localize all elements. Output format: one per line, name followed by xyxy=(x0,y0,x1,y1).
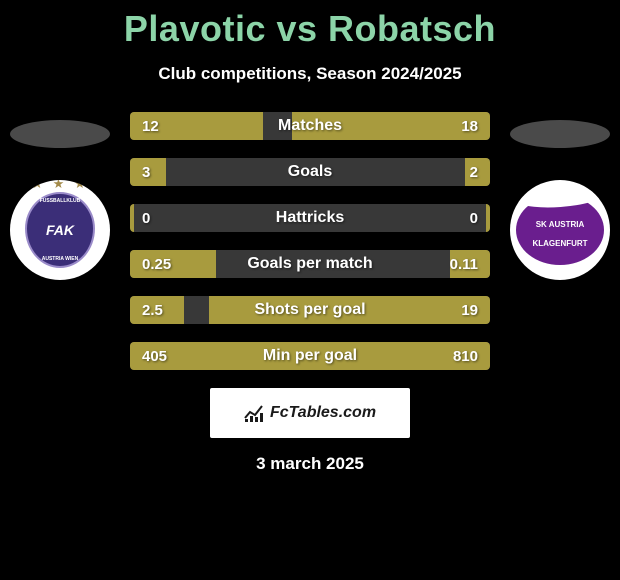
bar-left xyxy=(130,204,134,232)
stat-value-left: 405 xyxy=(142,348,167,365)
stat-value-left: 12 xyxy=(142,118,159,135)
stat-row: 0 0 Hattricks xyxy=(130,204,490,232)
stats-bars: 12 18 Matches 3 2 Goals 0 0 Hattricks 0.25 0.11 Goa… xyxy=(120,112,500,370)
stat-row: 12 18 Matches xyxy=(130,112,490,140)
badge-text-line1: SK AUSTRIA xyxy=(536,221,585,230)
date-label: 3 march 2025 xyxy=(256,454,364,474)
stat-label: Min per goal xyxy=(263,347,357,365)
stat-row: 2.5 19 Shots per goal xyxy=(130,296,490,324)
badge-text-line2: KLAGENFURT xyxy=(532,240,587,249)
right-player-shadow xyxy=(510,120,610,148)
star-icon: ★ ★ ★ xyxy=(31,180,88,192)
comparison-infographic: Plavotic vs Robatsch Club competitions, … xyxy=(0,0,620,580)
left-club-logo: ★ ★ ★ FUSSBALLKLUB FAK AUSTRIA WIEN xyxy=(10,180,110,280)
stat-value-left: 3 xyxy=(142,164,150,181)
badge-ring-bottom: AUSTRIA WIEN xyxy=(42,256,78,262)
stat-value-right: 2 xyxy=(470,164,478,181)
stat-value-left: 0.25 xyxy=(142,256,171,273)
stat-label: Goals xyxy=(288,163,332,181)
source-badge-text: FcTables.com xyxy=(270,404,376,422)
klagenfurt-badge: SK AUSTRIA KLAGENFURT xyxy=(516,195,604,265)
chart-icon xyxy=(244,404,264,422)
stat-value-right: 19 xyxy=(461,302,478,319)
left-player-column: ★ ★ ★ FUSSBALLKLUB FAK AUSTRIA WIEN xyxy=(0,112,120,280)
right-club-logo: SK AUSTRIA KLAGENFURT xyxy=(510,180,610,280)
stat-label: Shots per goal xyxy=(254,301,365,319)
stat-value-left: 2.5 xyxy=(142,302,163,319)
content-area: ★ ★ ★ FUSSBALLKLUB FAK AUSTRIA WIEN 12 18… xyxy=(0,112,620,370)
stat-row: 0.25 0.11 Goals per match xyxy=(130,250,490,278)
stat-value-right: 0 xyxy=(470,210,478,227)
austria-wien-badge: ★ ★ ★ FUSSBALLKLUB FAK AUSTRIA WIEN xyxy=(25,192,95,268)
stat-row: 3 2 Goals xyxy=(130,158,490,186)
stat-label: Goals per match xyxy=(247,255,372,273)
stat-value-left: 0 xyxy=(142,210,150,227)
stat-label: Hattricks xyxy=(276,209,344,227)
bar-right xyxy=(486,204,490,232)
stat-label: Matches xyxy=(278,117,342,135)
swoosh-icon xyxy=(517,186,602,210)
source-badge: FcTables.com xyxy=(210,388,410,438)
page-subtitle: Club competitions, Season 2024/2025 xyxy=(158,64,461,84)
page-title: Plavotic vs Robatsch xyxy=(124,8,496,50)
badge-center-text: FAK xyxy=(46,223,74,237)
stat-row: 405 810 Min per goal xyxy=(130,342,490,370)
right-player-column: SK AUSTRIA KLAGENFURT xyxy=(500,112,620,280)
stat-value-right: 18 xyxy=(461,118,478,135)
badge-ring-top: FUSSBALLKLUB xyxy=(40,198,81,204)
stat-value-right: 810 xyxy=(453,348,478,365)
stat-value-right: 0.11 xyxy=(450,256,478,273)
left-player-shadow xyxy=(10,120,110,148)
